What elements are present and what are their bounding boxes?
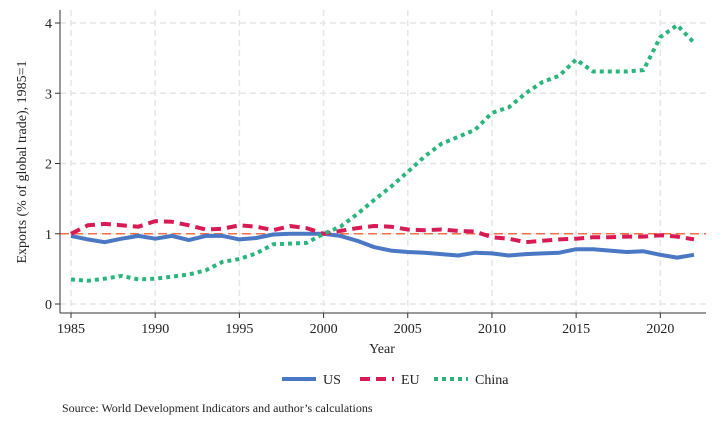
- x-tick-label: 2005: [394, 322, 422, 337]
- legend-label-eu: EU: [401, 373, 420, 388]
- y-tick-label: 3: [45, 87, 52, 102]
- legend-label-us: US: [323, 373, 341, 388]
- series-line-us: [70, 231, 695, 260]
- series-lines: [70, 23, 696, 283]
- x-tick-label: 2010: [478, 322, 506, 337]
- x-tick-label: 2020: [646, 322, 674, 337]
- y-tick-label: 0: [45, 298, 52, 313]
- series-line-eu: [70, 219, 695, 245]
- axes: 0 1 2 3 4 1985 1990 1995 2000 2005 2010 2015 2020: [45, 10, 706, 337]
- x-axis-label: Year: [369, 342, 395, 357]
- series-line-china: [70, 23, 696, 283]
- legend-label-china: China: [475, 373, 509, 388]
- y-tick-label: 1: [45, 228, 52, 243]
- x-tick-label: 1985: [57, 322, 85, 337]
- y-tick-label: 2: [45, 158, 52, 173]
- grid: [60, 10, 706, 313]
- legend: US EU China: [282, 373, 509, 388]
- x-tick-label: 2015: [562, 322, 590, 337]
- source-note: Source: World Development Indicators and…: [62, 401, 373, 415]
- x-tick-label: 2000: [310, 322, 338, 337]
- x-tick-label: 1995: [225, 322, 253, 337]
- x-tick-label: 1990: [141, 322, 169, 337]
- y-axis-label: Exports (% of global trade), 1985=1: [15, 60, 30, 263]
- y-tick-label: 4: [45, 17, 52, 32]
